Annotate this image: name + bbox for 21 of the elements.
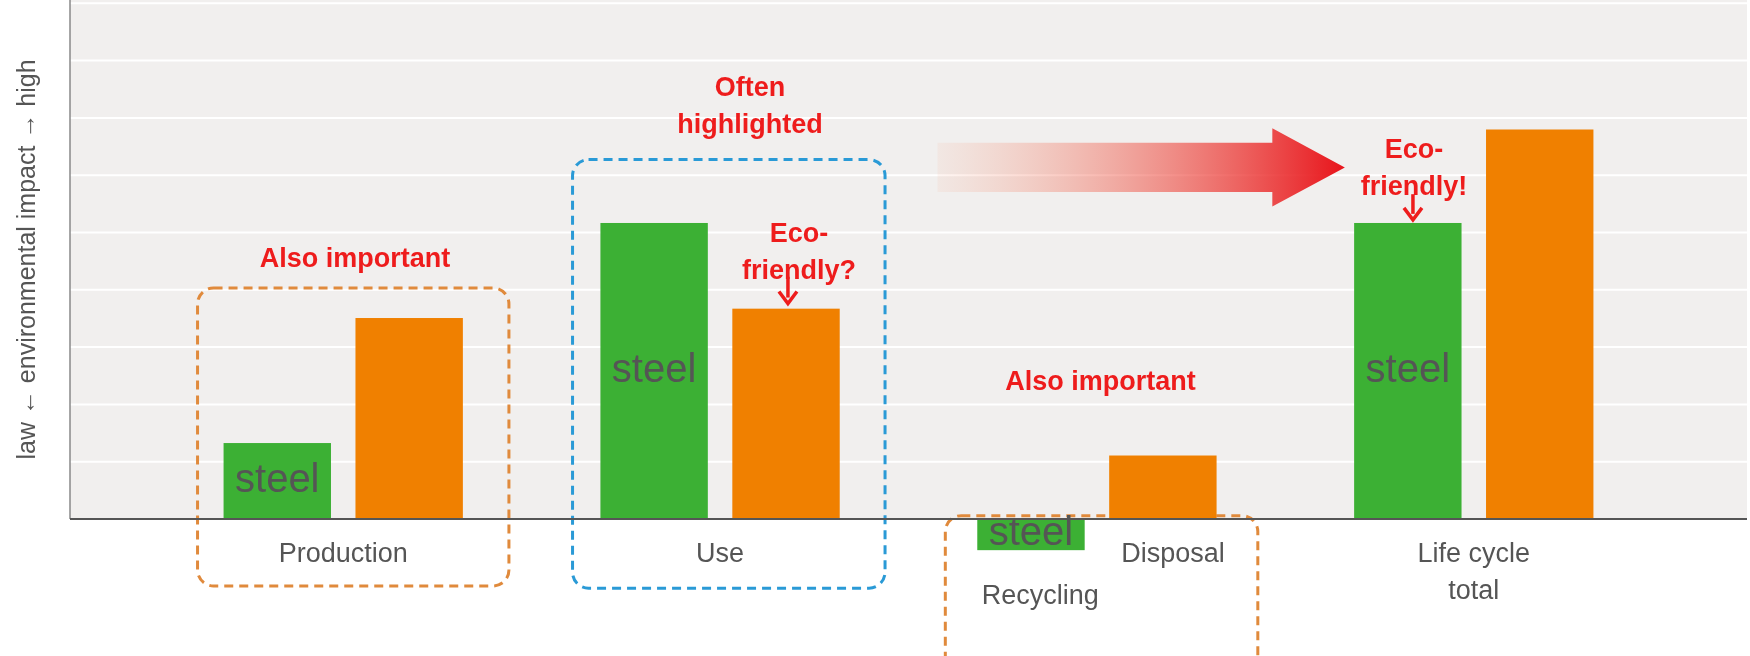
bar [600,222,708,519]
annotation: Disposal [1121,537,1225,568]
text: steel [1365,345,1451,390]
bar [732,308,840,519]
bar [1109,455,1217,519]
x-tick-label: Life cycle total [1417,538,1531,606]
x-tick-label: Use [696,538,745,569]
annotation: Also important [259,243,451,274]
annotation: Also important [1005,365,1196,396]
text: steel [611,345,697,390]
text: steel [235,455,320,500]
bar [1354,222,1462,519]
bar [1486,129,1594,519]
y-axis-title: law ← environmental impact → high [11,59,40,460]
x-tick-label: Production [278,538,408,569]
text: Recycling [981,580,1099,611]
bar [355,318,463,519]
series-label: steel [988,509,1074,554]
annotation: Often highlighted [677,72,823,140]
annotation: Eco-friendly! [1360,133,1468,201]
annotation: Eco-friendly? [742,218,857,286]
